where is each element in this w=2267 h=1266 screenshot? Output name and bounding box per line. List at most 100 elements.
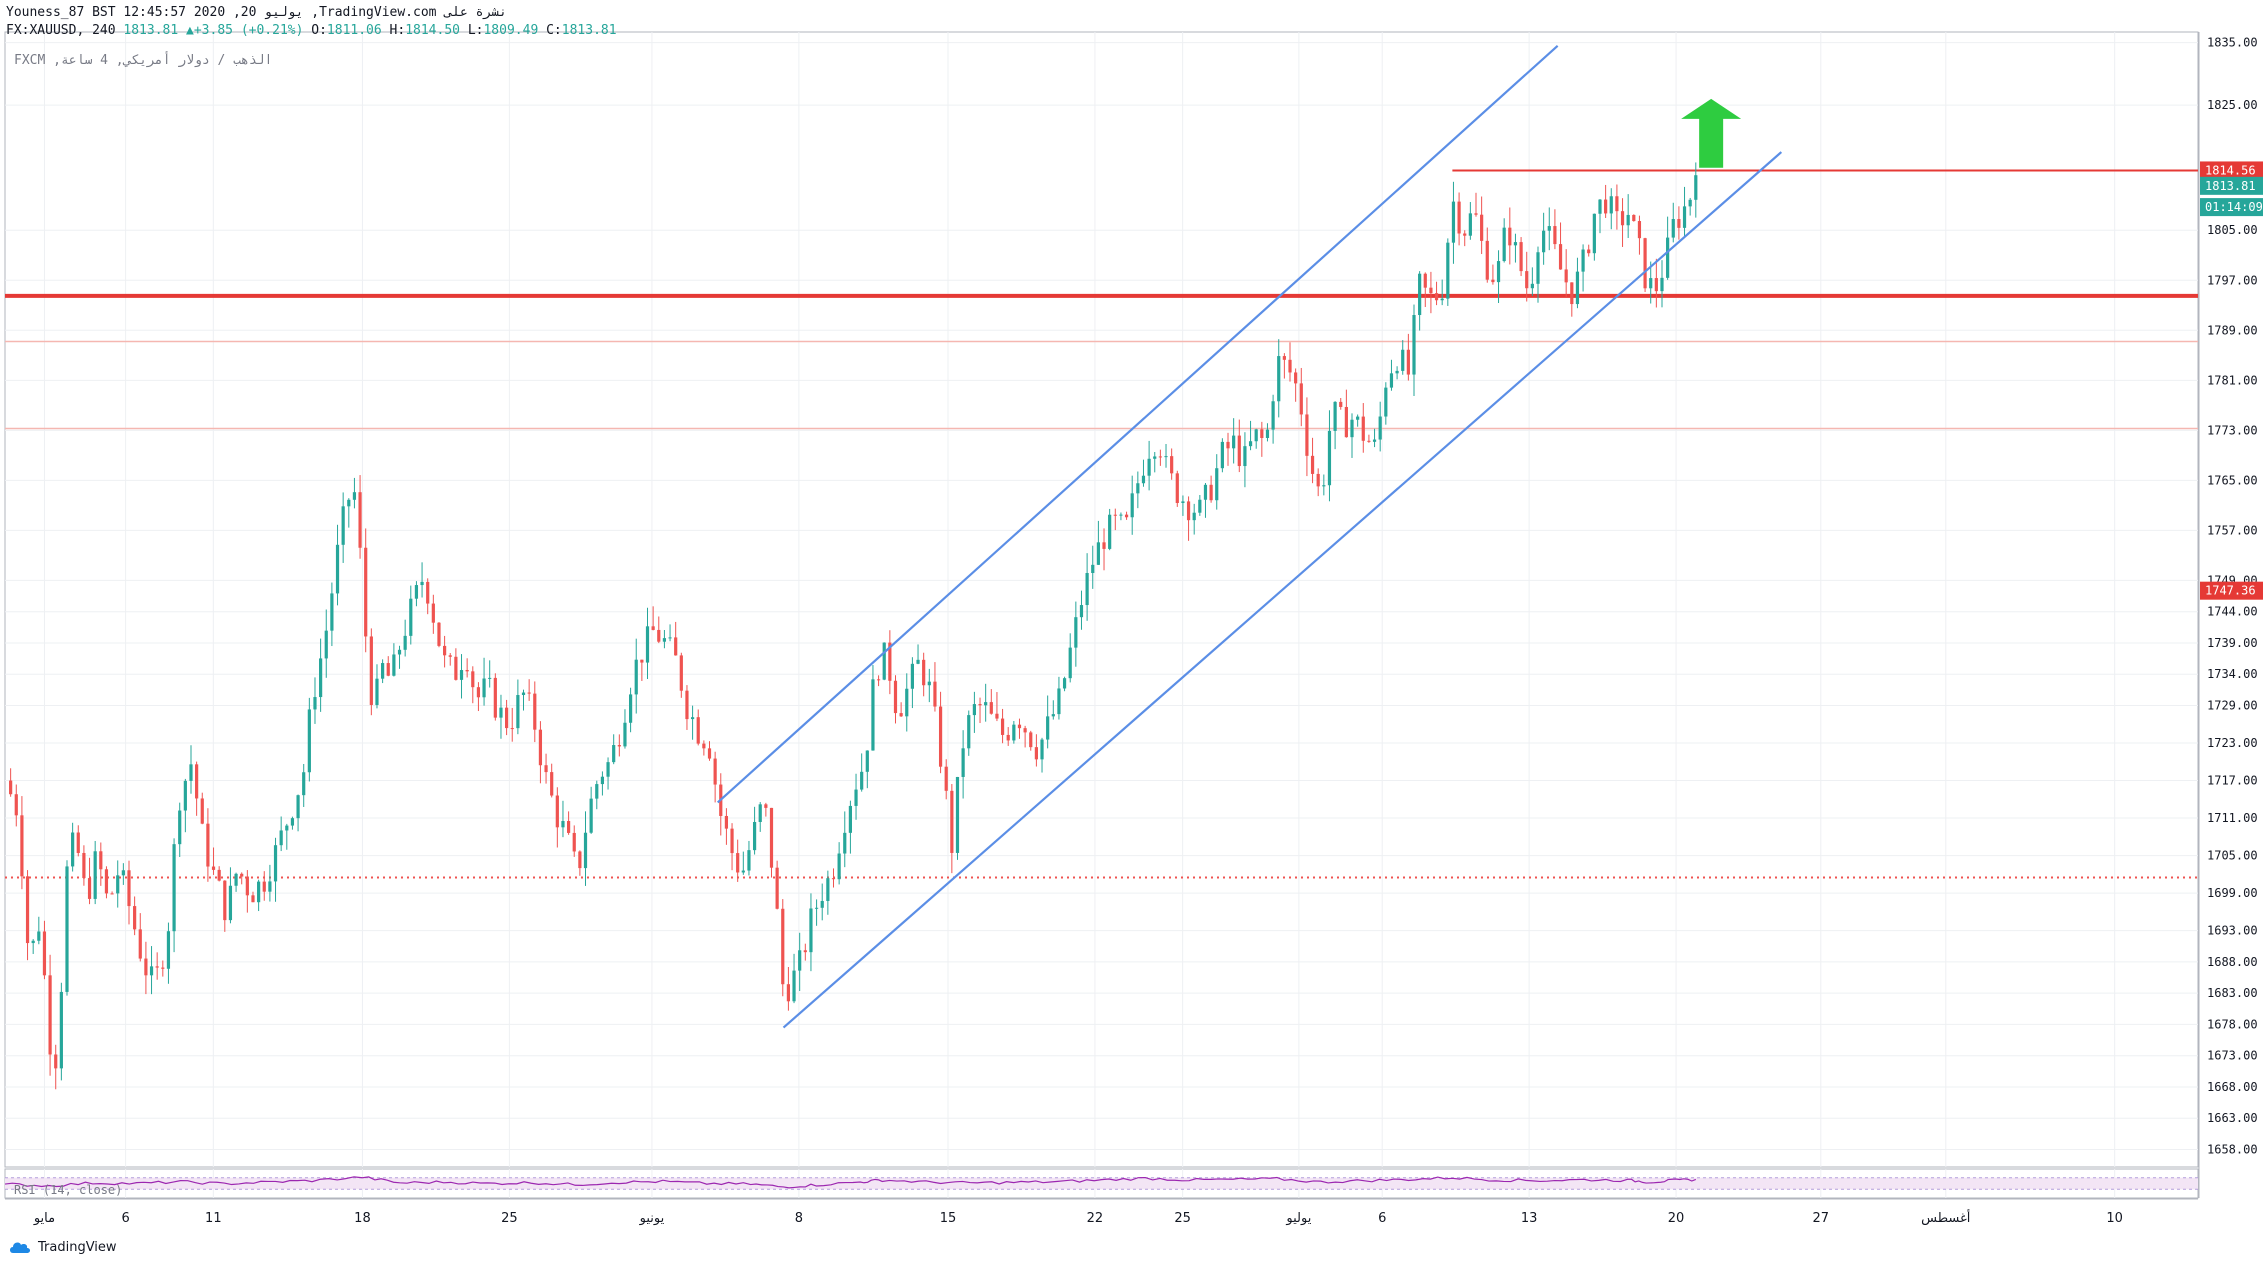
candle-up [600, 776, 605, 785]
price-tick-label: 1688.00 [2207, 955, 2258, 969]
candle-up [662, 638, 667, 642]
high-value: 1814.50 [405, 23, 460, 38]
candle-up [595, 784, 599, 799]
candle-up [1327, 430, 1332, 486]
candle-down [933, 681, 937, 707]
candle-up [1530, 283, 1534, 289]
candle-down [1587, 249, 1591, 254]
candle-up [837, 853, 841, 880]
time-tick-label: يوليو [1285, 1211, 1311, 1226]
candle-down [364, 547, 368, 637]
candle-down [1434, 293, 1439, 301]
candle-down [674, 637, 678, 656]
candle-down [679, 655, 683, 691]
candle-up [882, 642, 886, 680]
candle-down [685, 690, 689, 720]
candle-down [1305, 414, 1309, 456]
candle-down [876, 679, 881, 681]
price-tick-label: 1668.00 [2207, 1080, 2258, 1094]
candle-up [335, 544, 340, 594]
candle-up [843, 832, 847, 854]
candle-down [1260, 429, 1264, 438]
candle-up [1265, 429, 1270, 438]
candle-up [583, 832, 588, 869]
publish-text: Youness_87 BST 12:45:57 2020 ,20 يوليو ,… [6, 5, 507, 20]
candle-up [1581, 249, 1585, 272]
candle-up [1232, 435, 1236, 449]
time-tick-label: 6 [121, 1211, 129, 1226]
candle-down [1237, 435, 1241, 467]
candle-down [437, 622, 441, 646]
candle-down [888, 642, 892, 681]
candle-down [505, 707, 509, 729]
candle-up [1322, 485, 1326, 487]
candle-up [397, 649, 402, 655]
candle-down [1570, 282, 1574, 305]
candle-up [1147, 458, 1151, 476]
candle-down [1485, 240, 1489, 280]
candle-up [865, 750, 869, 772]
candle-up [1592, 213, 1596, 254]
candle-up [1598, 199, 1602, 214]
candle-down [1310, 455, 1315, 474]
candle-down [803, 950, 807, 953]
candle-down [1294, 372, 1298, 384]
candle-up [1254, 429, 1258, 442]
candle-up [290, 818, 295, 826]
candle-down [657, 629, 661, 642]
candle-up [313, 697, 317, 710]
candle-up [809, 908, 813, 953]
price-tick-label: 1717.00 [2207, 774, 2258, 788]
candle-up [37, 931, 41, 941]
candle-up [71, 832, 75, 867]
candle-down [386, 663, 390, 676]
candle-down [1113, 514, 1117, 516]
candle-down [465, 670, 469, 672]
change-value: +3.85 (+0.21%) [193, 23, 304, 38]
candle-up [1384, 387, 1388, 417]
high-label: H: [389, 23, 406, 38]
candle-down [1000, 718, 1005, 735]
rsi-indicator-label[interactable]: RSI (14, close) [14, 1183, 123, 1197]
price-tick-label: 1705.00 [2207, 849, 2258, 863]
price-tick-label: 1773.00 [2207, 423, 2258, 437]
candle-up [752, 821, 757, 851]
candle-up [814, 907, 819, 909]
candle-up [589, 798, 593, 833]
candle-down [25, 876, 30, 944]
candle-up [1666, 237, 1670, 278]
price-tick-label: 1711.00 [2207, 811, 2258, 825]
candle-down [978, 704, 982, 706]
candle-up [747, 850, 751, 871]
candle-down [831, 878, 836, 880]
candle-up [273, 845, 278, 882]
time-tick-label: أغسطس [1921, 1209, 1970, 1226]
candle-down [240, 873, 244, 877]
candle-up [189, 764, 193, 781]
candle-up [1671, 219, 1675, 238]
candle-up [1164, 456, 1168, 458]
tradingview-logo[interactable]: TradingView [8, 1239, 117, 1255]
candle-down [1288, 359, 1292, 373]
candle-up [499, 707, 503, 718]
candle-up [420, 581, 424, 586]
candle-up [1333, 401, 1337, 431]
price-tag-label: 01:14:09 [2205, 200, 2263, 214]
candle-down [443, 645, 447, 656]
price-tick-label: 1739.00 [2207, 636, 2258, 650]
candle-up [59, 991, 63, 1069]
candle-up [352, 492, 357, 500]
candle-up [910, 663, 914, 689]
candle-up [1626, 214, 1630, 226]
candle-up [409, 598, 413, 636]
candle-up [1378, 416, 1382, 440]
candle-down [454, 656, 458, 680]
candle-down [769, 807, 774, 868]
publish-line: Youness_87 BST 12:45:57 2020 ,20 يوليو ,… [6, 5, 507, 20]
candle-up [1542, 230, 1546, 253]
candle-down [1299, 383, 1303, 415]
price-tick-label: 1693.00 [2207, 924, 2258, 938]
candle-down [1474, 213, 1478, 215]
candle-up [1136, 483, 1140, 494]
